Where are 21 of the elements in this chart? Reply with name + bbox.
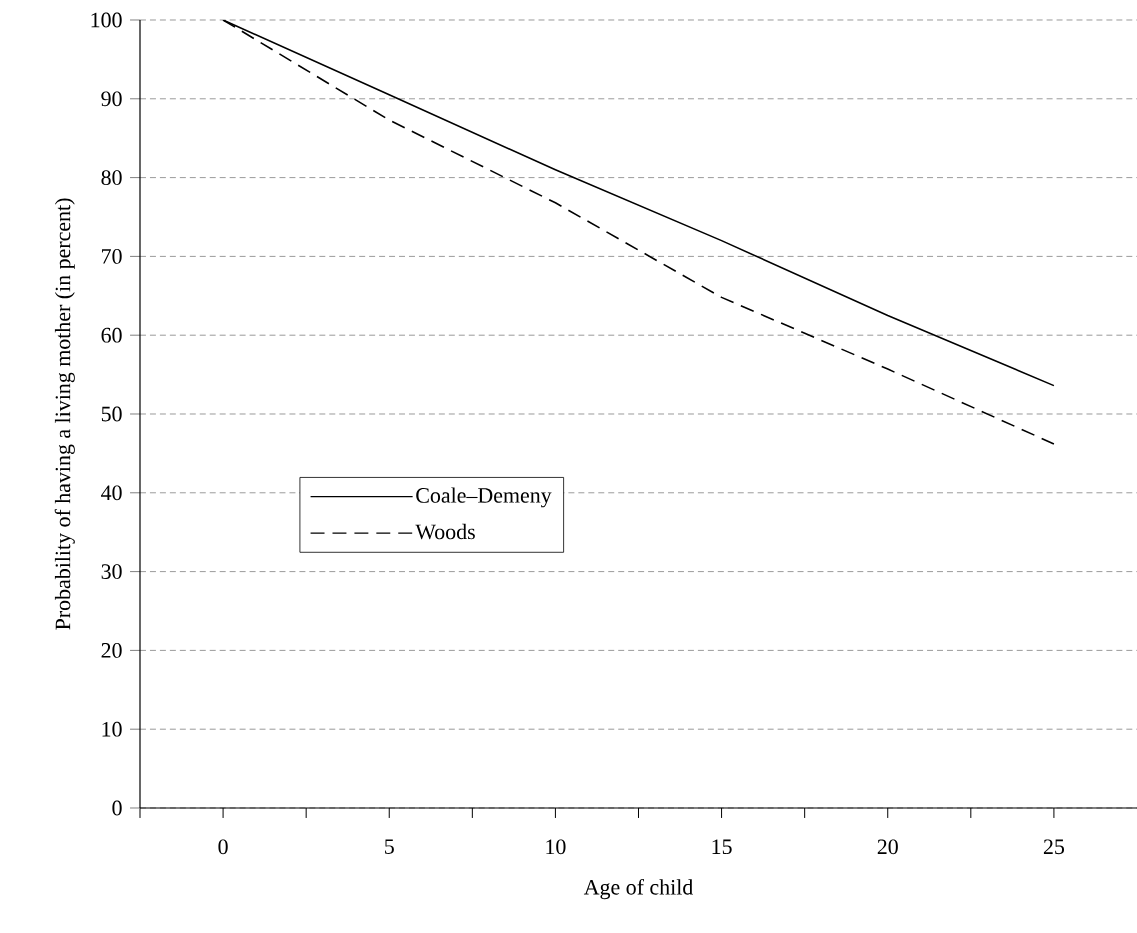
x-axis-title: Age of child [583,878,694,900]
legend-label: Woods [415,523,475,540]
x-tick-label: 0 [218,839,228,855]
y-tick-label: 90 [101,91,122,107]
y-tick-label: 100 [91,12,122,28]
x-tick-label: 20 [877,839,898,855]
y-axis-title: Probability of having a living mother (in percent) [54,198,75,630]
legend-label: Coale–Demeny [416,487,552,508]
x-tick-label: 5 [385,839,394,854]
y-tick-label: 40 [101,485,122,501]
y-tick-label: 20 [101,643,122,658]
x-tick-label: 10 [546,839,566,855]
y-tick-label: 70 [102,249,122,264]
x-tick-label: 15 [712,839,732,855]
y-tick-label: 0 [112,800,122,816]
y-tick-label: 80 [101,170,122,185]
y-tick-label: 50 [101,406,122,422]
y-tick-label: 60 [101,327,122,343]
x-tick-label: 25 [1043,839,1065,855]
y-tick-label: 30 [101,564,122,579]
y-tick-label: 10 [102,721,122,737]
